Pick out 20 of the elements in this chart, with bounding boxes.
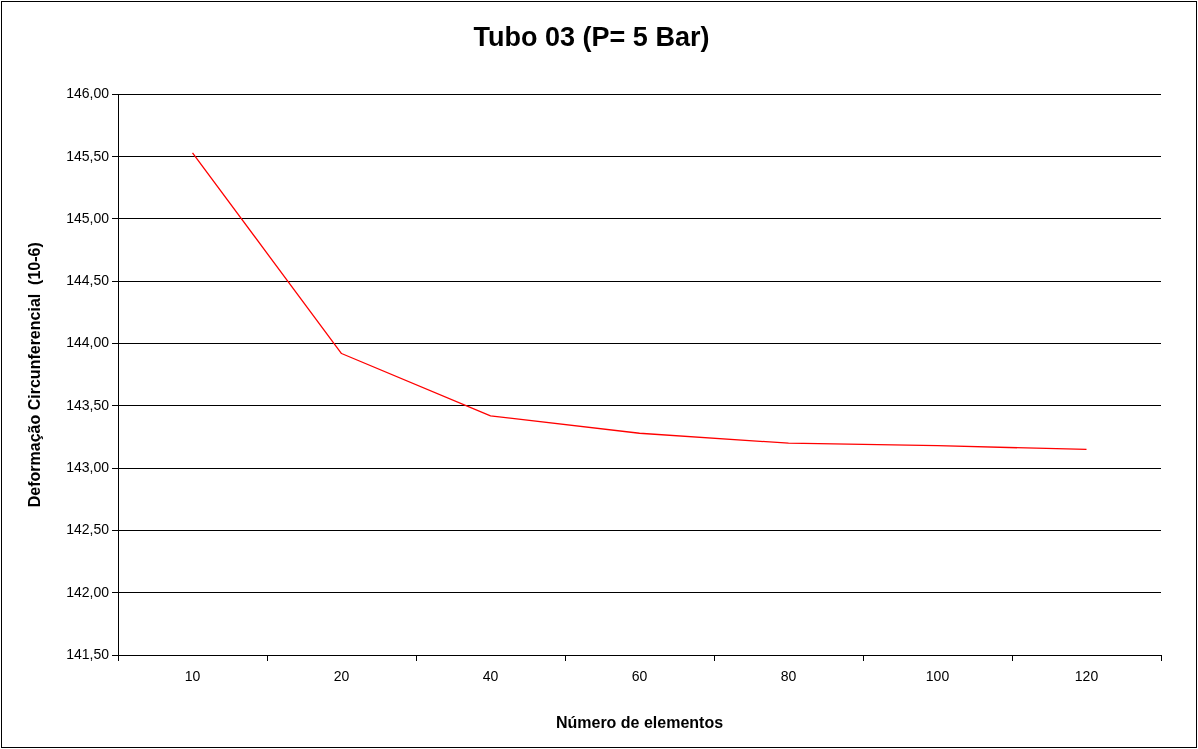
x-tick-label: 100 bbox=[925, 668, 950, 685]
chart-title: Tubo 03 (P= 5 Bar) bbox=[473, 21, 710, 52]
y-tick-label: 141,50 bbox=[66, 645, 110, 662]
y-tick-label: 142,00 bbox=[66, 583, 110, 600]
x-tick-label: 120 bbox=[1074, 668, 1099, 685]
y-tick-label: 146,00 bbox=[66, 85, 110, 102]
x-tick-label: 10 bbox=[184, 668, 201, 685]
y-tick-label: 145,50 bbox=[66, 147, 110, 164]
x-tick-label: 80 bbox=[780, 668, 797, 685]
y-tick-label: 144,00 bbox=[66, 334, 110, 351]
y-tick-label: 144,50 bbox=[66, 272, 110, 289]
x-axis-title: Número de elementos bbox=[555, 713, 724, 731]
x-tick-label: 60 bbox=[631, 668, 648, 685]
y-tick-label: 143,00 bbox=[66, 458, 110, 475]
y-axis-title: Deformação Circunferencial (10-6) bbox=[26, 242, 44, 508]
y-tick-label: 143,50 bbox=[66, 396, 110, 413]
x-tick-label: 40 bbox=[482, 668, 499, 685]
y-tick-label: 145,00 bbox=[66, 209, 110, 226]
x-tick-label: 20 bbox=[333, 668, 350, 685]
y-tick-label: 142,50 bbox=[66, 521, 110, 538]
